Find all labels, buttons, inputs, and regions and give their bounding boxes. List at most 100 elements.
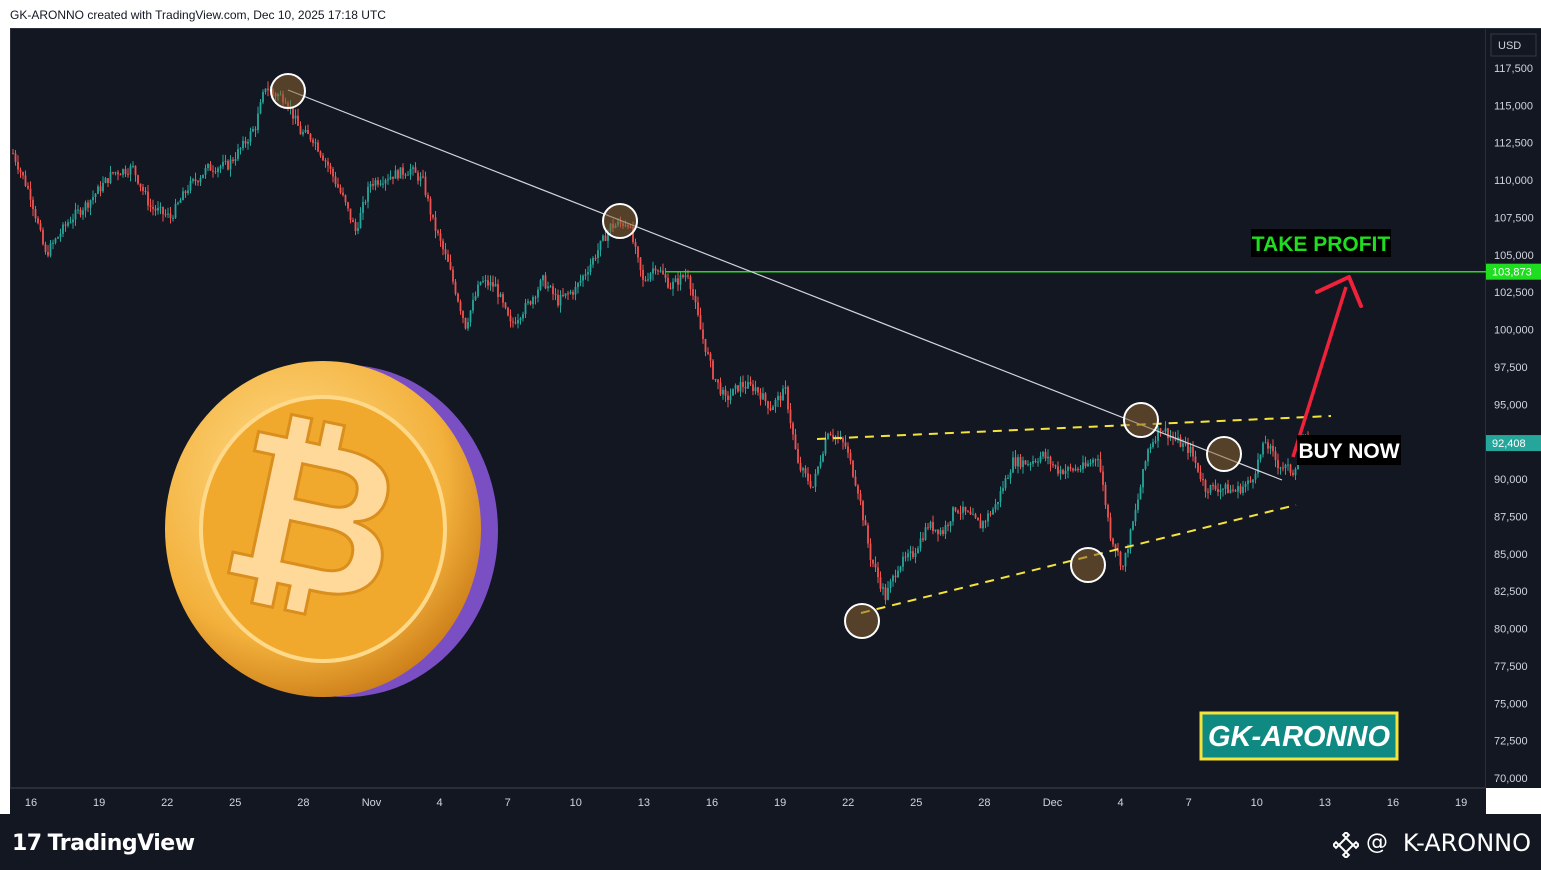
- candle-body: [794, 434, 797, 449]
- candle-body: [1064, 470, 1067, 474]
- x-tick-label: 4: [437, 797, 443, 809]
- candle-body: [1224, 484, 1227, 489]
- candle-body: [904, 556, 907, 558]
- candle-body: [864, 520, 867, 526]
- candle-body: [207, 163, 209, 169]
- y-tick-label: 115,000: [1494, 100, 1533, 112]
- resistance-trendline[interactable]: [287, 89, 1283, 481]
- pivot-marker[interactable]: [1206, 436, 1242, 472]
- pivot-marker[interactable]: [1070, 547, 1106, 583]
- pivot-marker[interactable]: [1123, 402, 1159, 438]
- chart-area[interactable]: ₿ TAKE PROFIT BUY NOW GK-ARONNO: [10, 28, 1487, 788]
- candle-body: [392, 176, 394, 179]
- candle-body: [709, 353, 712, 361]
- triangle-upper-line[interactable]: [816, 415, 1332, 440]
- x-tick-label: 7: [1186, 797, 1192, 809]
- candle-body: [474, 296, 477, 300]
- candle-body: [1162, 431, 1164, 433]
- candle-body: [257, 113, 259, 131]
- candle-body: [429, 198, 432, 215]
- candle-body: [129, 166, 132, 175]
- candle-body: [414, 167, 417, 173]
- candle-body: [734, 385, 737, 389]
- pivot-marker[interactable]: [270, 73, 306, 109]
- candle-body: [307, 129, 309, 134]
- candle-body: [27, 185, 29, 189]
- x-tick-label: 16: [25, 797, 37, 809]
- candle-body: [1279, 467, 1282, 469]
- candle-body: [842, 438, 844, 443]
- candle-body: [109, 172, 112, 183]
- candle-body: [604, 235, 607, 241]
- candle-body: [1207, 491, 1209, 493]
- x-tick-label: 25: [910, 797, 922, 809]
- time-axis[interactable]: 16 19 22 25 28 Nov 4 7 10 13 16 19 22 25 28 Dec 4 7 10 13 16…: [10, 788, 1486, 814]
- price-axis[interactable]: USD 117,500 115,000 112,500 110,000 107,500 10…: [1486, 28, 1541, 788]
- candle-body: [1157, 428, 1159, 441]
- candle-body: [1077, 468, 1079, 470]
- top-bar: GK-ARONNO created with TradingView.com, …: [0, 0, 1541, 28]
- candle-body: [317, 142, 319, 152]
- candle-body: [687, 275, 689, 277]
- candle-body: [309, 133, 312, 140]
- candle-body: [1259, 454, 1262, 460]
- candle-body: [802, 468, 804, 471]
- candle-body: [632, 227, 634, 243]
- candle-body: [889, 581, 892, 588]
- candle-body: [949, 521, 952, 526]
- candle-body: [714, 378, 717, 380]
- candle-body: [402, 167, 404, 175]
- candle-body: [1209, 485, 1212, 493]
- candle-body: [1254, 473, 1257, 480]
- candle-body: [319, 151, 322, 156]
- x-tick-label: 10: [570, 797, 582, 809]
- candle-body: [1059, 469, 1062, 474]
- candle-body: [1034, 460, 1037, 462]
- candle-body: [769, 408, 772, 410]
- candle-body: [1227, 484, 1229, 494]
- candle-body: [499, 294, 502, 297]
- pivot-marker[interactable]: [602, 203, 638, 239]
- current-price-tag: [1486, 435, 1541, 452]
- candle-body: [902, 556, 904, 567]
- candle-body: [739, 382, 742, 392]
- candle-body: [974, 514, 977, 518]
- candle-body: [362, 202, 364, 213]
- candle-body: [964, 506, 967, 512]
- candle-body: [32, 199, 34, 209]
- candle-body: [439, 233, 442, 241]
- candle-body: [189, 180, 192, 191]
- candle-body: [162, 207, 164, 215]
- x-tick-label: 19: [93, 797, 105, 809]
- candle-body: [887, 587, 889, 600]
- candle-body: [649, 273, 652, 280]
- watermark-box: [1199, 711, 1399, 761]
- candle-body: [819, 461, 822, 467]
- candle-body: [747, 381, 749, 389]
- pivot-marker[interactable]: [844, 603, 880, 639]
- candle-body: [1154, 440, 1157, 443]
- candle-body: [487, 280, 489, 286]
- candle-body: [874, 563, 877, 568]
- candle-body: [674, 278, 677, 282]
- arrow-head-icon: [1315, 275, 1363, 308]
- candle-body: [419, 176, 422, 181]
- candle-body: [339, 187, 342, 193]
- candle-body: [84, 202, 87, 211]
- candle-body: [302, 132, 304, 135]
- candle-body: [1122, 565, 1124, 567]
- y-tick-label: 75,000: [1494, 698, 1528, 710]
- candle-body: [197, 181, 199, 183]
- candle-body: [234, 159, 237, 162]
- candle-body: [324, 160, 327, 162]
- candle-body: [1264, 442, 1267, 444]
- x-tick-label: 13: [638, 797, 650, 809]
- currency-box[interactable]: [1490, 33, 1537, 57]
- candle-body: [144, 190, 147, 192]
- candle-body: [742, 382, 744, 387]
- candle-body: [797, 448, 799, 463]
- candle-body: [1169, 435, 1172, 439]
- candle-body: [479, 281, 482, 285]
- tradingview-logo[interactable]: 17 TradingView: [12, 831, 195, 856]
- candle-body: [577, 282, 579, 288]
